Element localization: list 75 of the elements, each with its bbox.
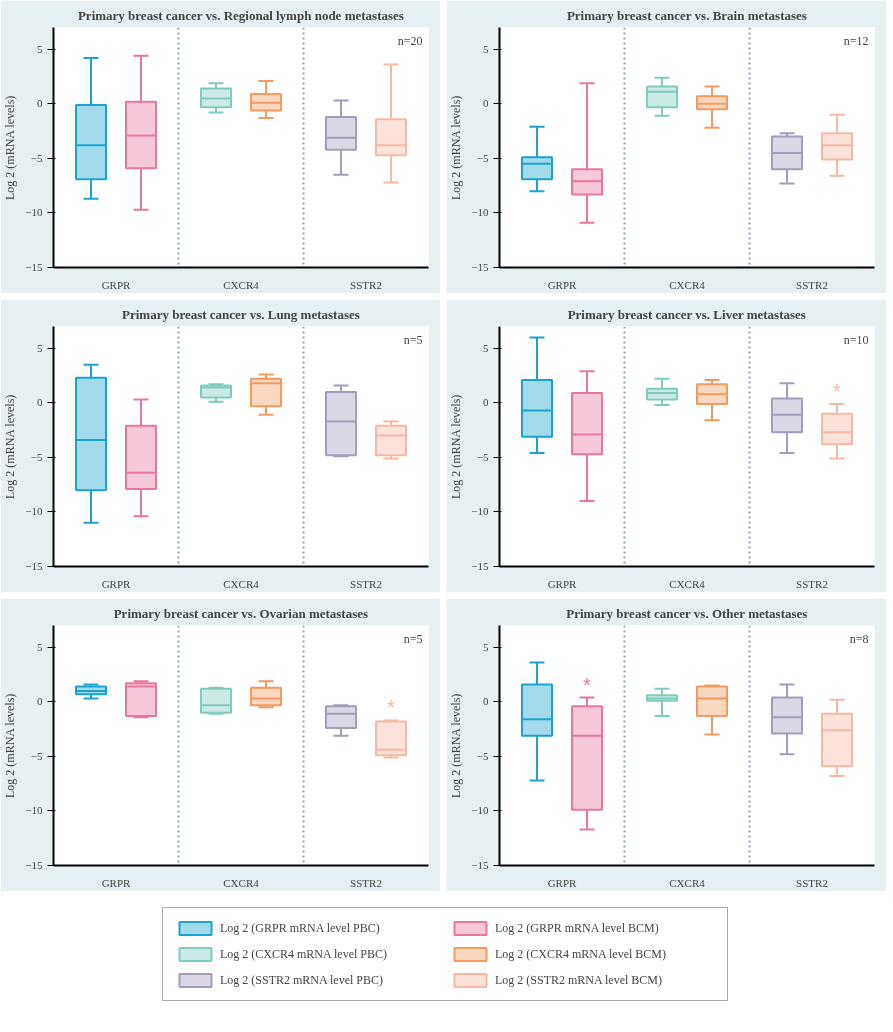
legend-label: Log 2 (CXCR4 mRNA level PBC) — [220, 946, 388, 962]
annotation: n=5 — [403, 332, 423, 347]
x-tick-label: CXCR4 — [669, 278, 706, 291]
x-tick-label: GRPR — [547, 278, 578, 291]
x-tick-label: CXCR4 — [223, 876, 260, 889]
legend-label: Log 2 (SSTR2 mRNA level PBC) — [220, 972, 384, 988]
x-tick-label: GRPR — [101, 278, 132, 291]
y-tick-label: −10 — [25, 505, 43, 518]
y-tick-label: 5 — [37, 640, 43, 653]
x-tick-label: CXCR4 — [223, 577, 260, 590]
chart-title: Primary breast cancer vs. Regional lymph node metastases — [77, 7, 404, 23]
legend-label: Log 2 (CXCR4 mRNA level BCM) — [495, 946, 667, 962]
y-tick-label: 0 — [37, 396, 43, 409]
chart-title: Primary breast cancer vs. Liver metastases — [567, 306, 806, 322]
y-tick-label: 0 — [37, 97, 43, 110]
annotation: n=10 — [843, 332, 869, 347]
y-axis-title: Log 2 (mRNA levels) — [449, 394, 464, 499]
y-tick-label: 0 — [483, 695, 489, 708]
annotation: n=8 — [849, 631, 869, 646]
y-axis-title: Log 2 (mRNA levels) — [449, 693, 464, 798]
x-tick-label: SSTR2 — [796, 876, 828, 889]
annotation: n=20 — [397, 33, 423, 48]
y-tick-label: −15 — [471, 261, 489, 273]
y-tick-label: 5 — [37, 341, 43, 354]
x-tick-label: GRPR — [101, 876, 132, 889]
chart-title: Primary breast cancer vs. Other metastases — [566, 605, 808, 621]
x-tick-label: GRPR — [547, 577, 578, 590]
y-tick-label: 0 — [37, 695, 43, 708]
y-tick-label: −15 — [25, 261, 43, 273]
legend-label: Log 2 (GRPR mRNA level PBC) — [220, 920, 381, 936]
x-tick-label: SSTR2 — [796, 577, 828, 590]
x-tick-label: GRPR — [101, 577, 132, 590]
y-axis-title: Log 2 (mRNA levels) — [449, 95, 464, 200]
y-tick-label: −5 — [30, 151, 43, 164]
y-tick-label: −5 — [476, 749, 489, 762]
y-tick-label: −5 — [476, 450, 489, 463]
y-tick-label: −15 — [25, 560, 43, 572]
text: * — [583, 673, 591, 696]
legend-label: Log 2 (GRPR mRNA level BCM) — [495, 920, 660, 936]
y-tick-label: −15 — [25, 859, 43, 871]
y-tick-label: −15 — [471, 560, 489, 572]
x-tick-label: SSTR2 — [350, 577, 382, 590]
annotation: n=5 — [403, 631, 423, 646]
y-axis-title: Log 2 (mRNA levels) — [3, 95, 18, 200]
y-tick-label: −5 — [30, 749, 43, 762]
chart-title: Primary breast cancer vs. Ovarian metastases — [113, 605, 369, 621]
y-tick-label: 5 — [483, 42, 489, 55]
y-tick-label: −10 — [25, 804, 43, 817]
y-tick-label: −5 — [30, 450, 43, 463]
x-tick-label: CXCR4 — [669, 876, 706, 889]
y-axis-title: Log 2 (mRNA levels) — [3, 394, 18, 499]
legend-label: Log 2 (SSTR2 mRNA level BCM) — [495, 972, 663, 988]
y-tick-label: −5 — [476, 151, 489, 164]
x-tick-label: SSTR2 — [350, 278, 382, 291]
annotation: n=12 — [843, 33, 869, 48]
y-tick-label: 5 — [483, 341, 489, 354]
x-tick-label: CXCR4 — [223, 278, 260, 291]
x-tick-label: SSTR2 — [796, 278, 828, 291]
x-tick-label: GRPR — [547, 876, 578, 889]
x-tick-label: CXCR4 — [669, 577, 706, 590]
y-tick-label: −10 — [25, 206, 43, 219]
y-tick-label: −10 — [471, 206, 489, 219]
y-tick-label: 0 — [483, 97, 489, 110]
x-tick-label: SSTR2 — [350, 876, 382, 889]
text: * — [833, 379, 841, 402]
y-tick-label: −15 — [471, 859, 489, 871]
text: * — [387, 696, 395, 719]
chart-title: Primary breast cancer vs. Brain metastases — [566, 7, 807, 23]
y-tick-label: 5 — [37, 42, 43, 55]
y-tick-label: 0 — [483, 396, 489, 409]
y-tick-label: −10 — [471, 804, 489, 817]
y-tick-label: −10 — [471, 505, 489, 518]
y-tick-label: 5 — [483, 640, 489, 653]
chart-title: Primary breast cancer vs. Lung metastases — [121, 306, 360, 322]
y-axis-title: Log 2 (mRNA levels) — [3, 693, 18, 798]
